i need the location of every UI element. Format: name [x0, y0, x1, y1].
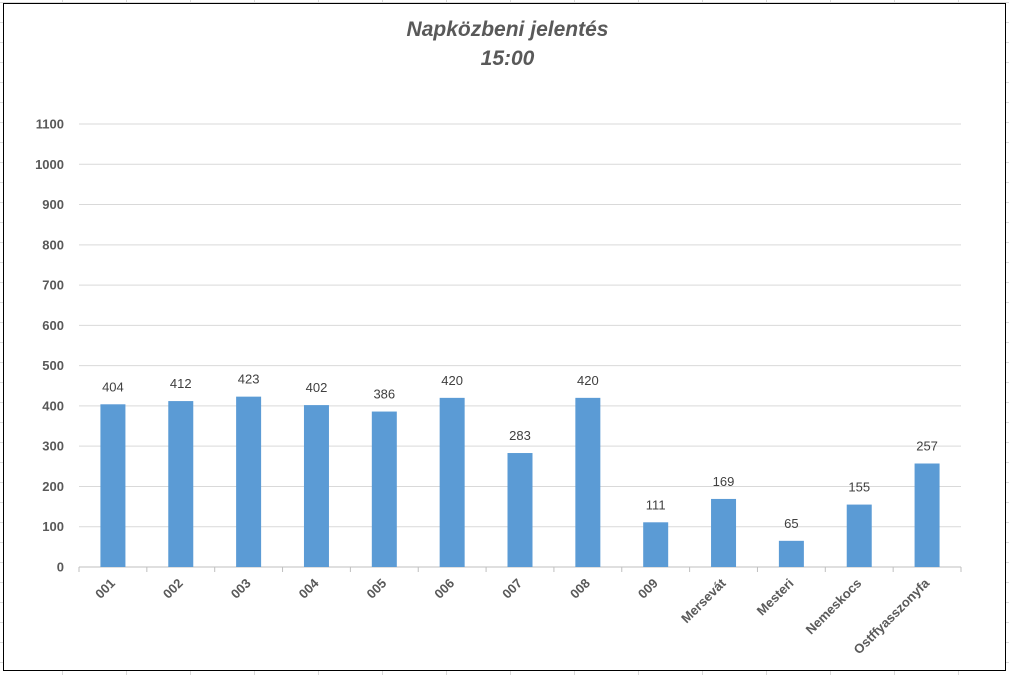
x-category-label: 005	[363, 576, 389, 602]
x-category-label: 009	[635, 576, 661, 602]
data-label: 420	[577, 373, 599, 388]
x-category-label: 007	[499, 576, 525, 602]
y-tick-label: 400	[42, 398, 64, 413]
y-tick-label: 200	[42, 479, 64, 494]
x-category-label: 006	[431, 576, 457, 602]
y-tick-label: 600	[42, 318, 64, 333]
x-category-label: Mersevát	[678, 575, 729, 626]
data-label: 386	[373, 387, 395, 402]
y-tick-label: 300	[42, 439, 64, 454]
bar	[575, 397, 601, 567]
chart-title: Napközbeni jelentés	[406, 18, 609, 41]
x-category-label: Nemeskocs	[803, 576, 865, 638]
y-tick-label: 900	[42, 197, 64, 212]
bar	[303, 405, 329, 567]
bar	[778, 540, 804, 567]
data-label: 111	[646, 497, 666, 512]
bar	[439, 397, 465, 567]
bar	[711, 498, 737, 567]
y-tick-label: 800	[42, 237, 64, 252]
y-tick-label: 1000	[35, 157, 64, 172]
data-label: 283	[509, 428, 531, 443]
y-tick-label: 700	[42, 278, 64, 293]
data-label: 155	[848, 480, 870, 495]
y-tick-label: 1100	[36, 117, 64, 132]
data-label: 257	[916, 438, 938, 453]
data-label: 423	[238, 372, 260, 387]
x-category-label: 004	[296, 575, 322, 601]
data-label: 420	[441, 373, 463, 388]
y-tick-label: 100	[42, 519, 64, 534]
y-tick-label: 0	[57, 560, 64, 575]
bar	[507, 453, 533, 567]
bar	[100, 404, 126, 567]
y-tick-label: 500	[42, 358, 64, 373]
x-category-label: Mesteri	[754, 576, 797, 619]
data-label: 65	[784, 516, 798, 531]
data-label: 402	[306, 380, 328, 395]
bar	[643, 522, 669, 567]
x-category-label: 003	[228, 576, 254, 602]
x-category-label: 001	[92, 576, 118, 602]
bar	[168, 401, 194, 567]
bar	[371, 411, 397, 567]
data-label: 169	[713, 474, 735, 489]
x-category-label: 008	[567, 576, 593, 602]
bar	[236, 396, 262, 567]
chart-subtitle: 15:00	[480, 47, 535, 70]
data-label: 404	[102, 379, 124, 394]
x-category-label: 002	[160, 576, 186, 602]
data-label: 412	[170, 376, 192, 391]
bar	[846, 504, 872, 567]
bar	[914, 463, 940, 567]
